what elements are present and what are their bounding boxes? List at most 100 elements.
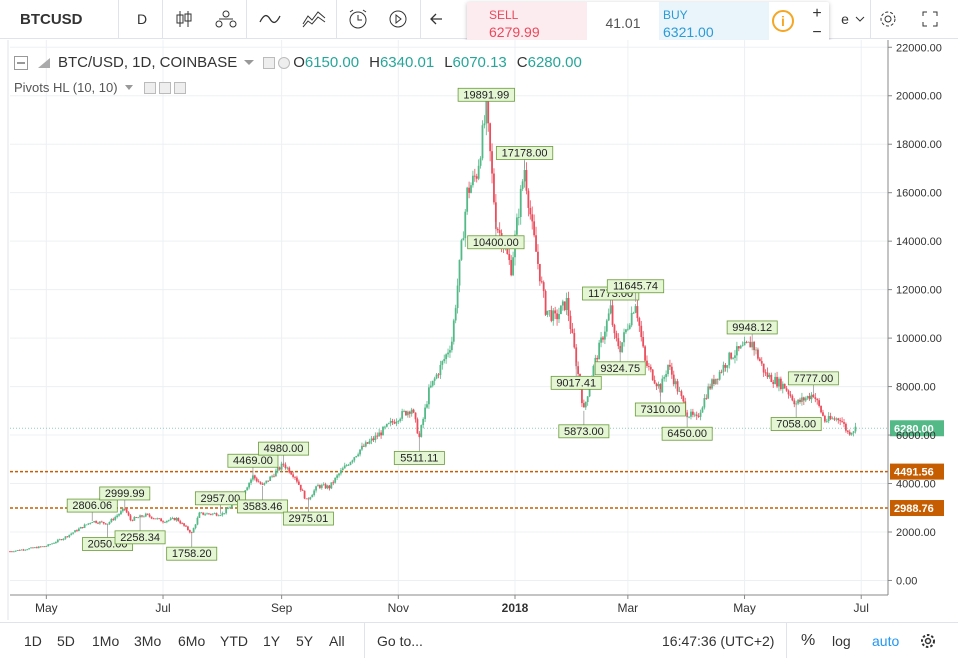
candle-body bbox=[810, 394, 813, 400]
candle-body bbox=[542, 282, 545, 292]
close-icon[interactable] bbox=[173, 81, 186, 94]
compare-icon[interactable] bbox=[208, 0, 244, 38]
log-toggle[interactable]: log bbox=[832, 632, 851, 649]
candle-body bbox=[818, 400, 821, 406]
candle-body bbox=[829, 415, 832, 419]
candle-body bbox=[470, 185, 472, 193]
candle-body bbox=[47, 544, 50, 547]
candle-body bbox=[575, 347, 578, 367]
range-6mo[interactable]: 6Mo bbox=[178, 632, 206, 649]
candle-body bbox=[353, 457, 356, 461]
alert-clock-icon[interactable] bbox=[340, 0, 376, 38]
symbol-search[interactable]: BTCUSD bbox=[20, 10, 83, 28]
percent-toggle[interactable]: % bbox=[801, 631, 816, 649]
candle-body bbox=[418, 433, 421, 437]
candle-body bbox=[546, 310, 549, 315]
range-1d[interactable]: 1D bbox=[24, 632, 42, 649]
eye-icon[interactable] bbox=[143, 81, 156, 94]
indicators-icon[interactable] bbox=[252, 0, 288, 38]
pivot-box bbox=[550, 375, 602, 390]
more-menu[interactable]: e bbox=[838, 0, 868, 38]
candle-body bbox=[678, 391, 681, 393]
collapse-icon[interactable] bbox=[14, 55, 28, 70]
candle-body bbox=[9, 551, 11, 553]
candle-body bbox=[433, 378, 436, 381]
settings-gear-icon[interactable] bbox=[874, 0, 902, 38]
candle-body bbox=[447, 352, 449, 355]
candle-body bbox=[160, 518, 163, 522]
chevron-down-icon[interactable] bbox=[124, 84, 134, 91]
candle-body bbox=[561, 301, 564, 306]
high-label: H bbox=[369, 54, 380, 71]
range-3mo[interactable]: 3Mo bbox=[134, 632, 162, 649]
bottom-toolbar: 1D 5D 1Mo 3Mo 6Mo YTD 1Y 5Y All Go to... 16:47:3… bbox=[0, 622, 958, 658]
replay-icon[interactable] bbox=[380, 0, 416, 38]
fullscreen-icon[interactable] bbox=[916, 0, 944, 38]
templates-icon[interactable] bbox=[296, 0, 332, 38]
undo-icon[interactable] bbox=[424, 0, 454, 38]
candle-body bbox=[586, 396, 589, 403]
candle-body bbox=[703, 398, 706, 408]
range-1mo[interactable]: 1Mo bbox=[92, 632, 120, 649]
candle-body bbox=[573, 333, 576, 348]
candle-body bbox=[121, 508, 124, 512]
candle-body bbox=[95, 521, 97, 523]
auto-toggle[interactable]: auto bbox=[872, 632, 900, 649]
candle-body bbox=[523, 169, 526, 182]
candle-body bbox=[802, 397, 805, 401]
range-1y[interactable]: 1Y bbox=[263, 632, 281, 649]
interval-button[interactable]: D bbox=[136, 11, 148, 27]
gear-icon[interactable] bbox=[278, 56, 291, 69]
flag-icon bbox=[38, 57, 50, 68]
eye-icon[interactable] bbox=[263, 56, 276, 69]
range-all[interactable]: All bbox=[329, 632, 345, 649]
pivot-label: 2258.34 bbox=[120, 532, 160, 544]
gear-icon[interactable] bbox=[158, 81, 171, 94]
candle-body bbox=[267, 480, 270, 482]
pivot-box bbox=[166, 546, 218, 561]
candle-body bbox=[718, 371, 721, 380]
candle-body bbox=[431, 380, 434, 386]
candle-body bbox=[779, 378, 782, 390]
candle-body bbox=[781, 383, 784, 390]
candle-body bbox=[278, 467, 281, 470]
candle-body bbox=[372, 438, 375, 441]
candles-icon[interactable] bbox=[166, 0, 202, 38]
candle-body bbox=[776, 376, 778, 387]
candle-body bbox=[108, 522, 111, 525]
range-ytd[interactable]: YTD bbox=[220, 632, 248, 649]
candle-body bbox=[517, 217, 520, 218]
candle-body bbox=[801, 397, 803, 402]
range-5y[interactable]: 5Y bbox=[296, 632, 314, 649]
candle-body bbox=[722, 364, 725, 372]
settings-gear-icon[interactable] bbox=[920, 623, 936, 658]
candle-body bbox=[581, 387, 583, 404]
candle-body bbox=[799, 399, 801, 402]
buy-button[interactable]: BUY 6321.00 bbox=[659, 2, 769, 44]
info-icon[interactable]: i bbox=[772, 10, 794, 32]
candle-body bbox=[626, 328, 629, 330]
sell-button[interactable]: SELL 6279.99 bbox=[467, 2, 587, 44]
candle-body bbox=[175, 517, 178, 521]
candle-body bbox=[18, 550, 21, 551]
candle-body bbox=[77, 528, 80, 531]
goto-button[interactable]: Go to... bbox=[377, 632, 423, 649]
candle-body bbox=[58, 539, 61, 541]
candle-body bbox=[516, 217, 518, 235]
pivot-box bbox=[393, 451, 445, 465]
range-5d[interactable]: 5D bbox=[57, 632, 75, 649]
zoom-minus-button[interactable]: − bbox=[812, 24, 822, 41]
candle-body bbox=[141, 515, 143, 517]
zoom-plus-button[interactable]: + bbox=[812, 5, 822, 22]
candle-body bbox=[56, 539, 59, 543]
candle-body bbox=[808, 396, 811, 400]
candle-body bbox=[615, 333, 618, 339]
candle-body bbox=[688, 416, 690, 418]
chevron-down-icon[interactable] bbox=[243, 59, 255, 67]
candle-body bbox=[749, 341, 752, 348]
candle-body bbox=[510, 260, 513, 276]
candle-body bbox=[827, 415, 830, 422]
candle-body bbox=[64, 536, 67, 539]
candle-body bbox=[632, 312, 635, 314]
